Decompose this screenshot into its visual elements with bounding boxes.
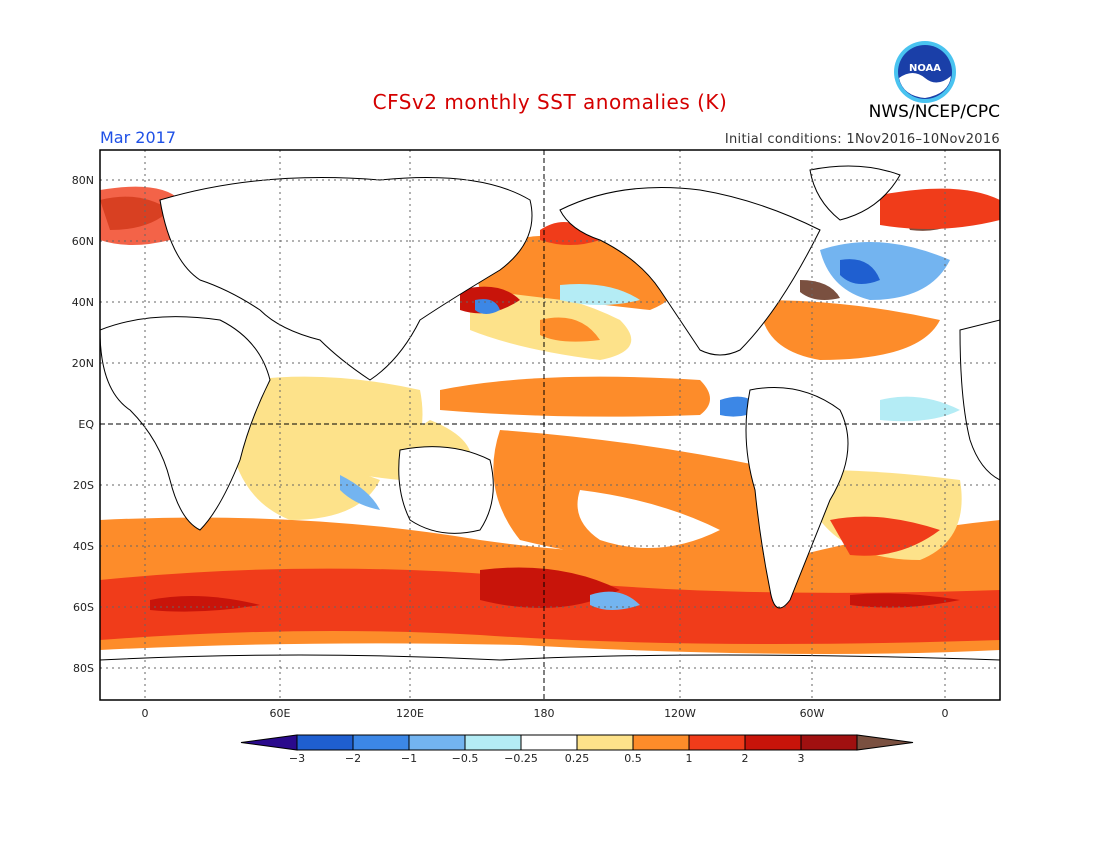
colorbar-low-arrow [240, 734, 298, 751]
europe-asia [159, 177, 533, 381]
south-america [745, 387, 849, 609]
north-america [559, 187, 821, 356]
noaa-logo: NOAA [894, 41, 956, 103]
colorbar-label: −3 [288, 752, 306, 765]
lat-label: 60N [71, 235, 94, 248]
colorbar-swatch [744, 734, 802, 751]
lat-label: 40S [73, 540, 94, 553]
colorbar-swatch [352, 734, 410, 751]
svg-text:NOAA: NOAA [909, 63, 941, 74]
colorbar-label: −1 [400, 752, 418, 765]
lat-label: 60S [73, 601, 94, 614]
colorbar-label: 0.5 [624, 752, 642, 765]
africa [100, 316, 271, 531]
colorbar-high-arrow [856, 734, 914, 751]
colorbar-label: −2 [344, 752, 362, 765]
lon-label: 60W [799, 707, 825, 720]
pacific-warm-tongue [440, 376, 710, 417]
australia [398, 446, 494, 534]
lat-label: 20S [73, 479, 94, 492]
lon-label: 120W [664, 707, 696, 720]
colorbar-swatch [408, 734, 466, 751]
colorbar-label: −0.25 [504, 752, 538, 765]
colorbar-label: 1 [685, 752, 693, 765]
colorbar-swatch [800, 734, 858, 751]
initial-conditions: Initial conditions: 1Nov2016–10Nov2016 [724, 132, 1000, 147]
land-masses [100, 165, 1000, 700]
agency-label: NWS/NCEP/CPC [868, 102, 1000, 122]
colorbar-swatch [576, 734, 634, 751]
colorbar-swatch [688, 734, 746, 751]
map-gridlines [100, 150, 1000, 700]
colorbar-label: 0.25 [564, 752, 590, 765]
colorbar-label: 3 [797, 752, 805, 765]
north-atlantic-cool [820, 242, 950, 300]
lon-label: 180 [533, 707, 555, 720]
colorbar-swatch [296, 734, 354, 751]
colorbar-label: −0.5 [451, 752, 479, 765]
lat-label: 40N [71, 296, 94, 309]
colorbar-swatch [464, 734, 522, 751]
colorbar [240, 734, 914, 751]
lat-label: 20N [71, 357, 94, 370]
lon-label: 120E [396, 707, 424, 720]
lat-label: EQ [78, 418, 94, 431]
colorbar-swatch [632, 734, 690, 751]
lon-label: 0 [941, 707, 949, 720]
map-title: CFSv2 monthly SST anomalies (K) [372, 90, 728, 114]
colorbar-swatch [520, 734, 578, 751]
antarctica [100, 654, 1000, 700]
map-frame [99, 149, 1001, 701]
lon-label: 0 [141, 707, 149, 720]
forecast-month: Mar 2017 [100, 128, 176, 147]
lat-label: 80S [73, 662, 94, 675]
africa-wrap [959, 319, 1000, 481]
lat-label: 80N [71, 174, 94, 187]
lon-label: 60E [269, 707, 291, 720]
colorbar-label: 2 [741, 752, 749, 765]
